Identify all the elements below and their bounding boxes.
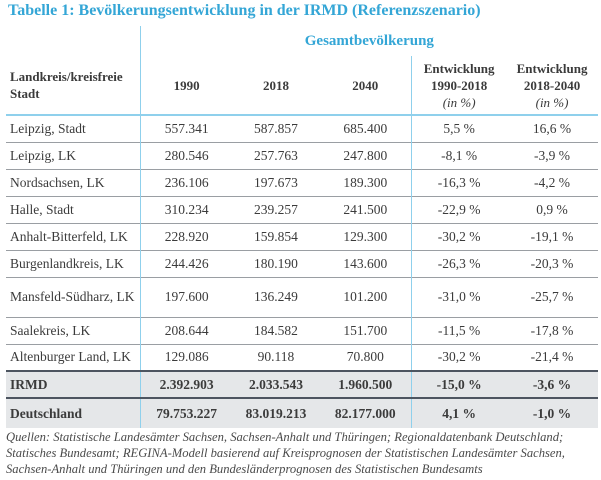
table-cell: 0,9 %	[536, 201, 568, 217]
table-cell: 129.300	[343, 228, 388, 244]
table-cell: 159.854	[254, 228, 298, 244]
table-row: Nordsachsen, LK 236.106 197.673 189.300 -16,…	[6, 169, 598, 196]
table-row: Leipzig, Stadt 557.341 587.857 685.400 5,5 %…	[6, 115, 598, 142]
table-row: Saalekreis, LK 208.644 184.582 151.700 -11,5…	[6, 317, 598, 344]
table-cell: -30,2 %	[411, 344, 507, 371]
row-label: Saalekreis, LK	[10, 322, 91, 338]
table-cell: -3,6 %	[532, 376, 572, 392]
sources-note: Quellen: Statistische Landesämter Sachse…	[6, 430, 565, 476]
table-row: Deutschland 79.753.227 83.019.213 82.177.00…	[6, 398, 598, 428]
table-cell: 16,6 %	[532, 120, 572, 136]
row-label: Anhalt-Bitterfeld, LK	[10, 228, 128, 244]
table-cell: 90.118	[257, 349, 295, 365]
table-cell: 5,5 %	[411, 115, 507, 142]
column-header: Entwicklung 1990-2018 (in %)	[411, 56, 507, 116]
table-cell: -11,5 %	[411, 317, 507, 344]
table-cell: 189.300	[343, 174, 388, 190]
table-cell: 2.392.903	[139, 371, 233, 398]
table-cell: 244.426	[139, 250, 233, 277]
group-header: Gesamtbevölkerung	[139, 26, 598, 56]
table-cell: -8,1 %	[411, 142, 507, 169]
table-cell: 136.249	[254, 289, 298, 304]
table-title: Tabelle 1: Bevölkerungsentwicklung in de…	[8, 2, 481, 19]
table-row: Leipzig, LK 280.546 257.763 247.800 -8,1 % -3…	[6, 142, 598, 169]
table-cell: 557.341	[139, 115, 233, 142]
table-row: Anhalt-Bitterfeld, LK 228.920 159.854 129.3…	[6, 223, 598, 250]
table-cell: -19,1 %	[530, 228, 574, 244]
row-label: Halle, Stadt	[10, 201, 74, 217]
table-cell: -30,2 %	[411, 223, 507, 250]
table-cell: -16,3 %	[411, 169, 507, 196]
table-cell: -21,4 %	[530, 349, 574, 365]
group-header-row: Gesamtbevölkerung	[6, 26, 598, 56]
column-header-unit: (in %)	[535, 94, 569, 110]
table-cell: 4,1 %	[411, 398, 507, 428]
row-label: Leipzig, Stadt	[10, 120, 86, 136]
table-row: IRMD 2.392.903 2.033.543 1.960.500 -15,0 % -3…	[6, 371, 598, 398]
table-cell: -4,2 %	[534, 174, 571, 190]
row-label: Nordsachsen, LK	[10, 174, 105, 190]
row-label: Altenburger Land, LK	[10, 349, 131, 365]
column-header-label: Entwicklung 1990-2018	[423, 60, 495, 93]
column-header: 2018	[232, 56, 320, 116]
column-header: Landkreis/kreisfreie Stadt	[6, 56, 141, 116]
row-label: Mansfeld-Südharz, LK	[10, 289, 135, 304]
table-cell: 82.177.000	[334, 405, 396, 421]
table-cell: 197.600	[139, 277, 233, 317]
table-row: Burgenlandkreis, LK 244.426 180.190 143.600…	[6, 250, 598, 277]
population-table: Gesamtbevölkerung Landkreis/kreisfreie S…	[6, 26, 598, 428]
table-cell: -1,0 %	[532, 405, 572, 421]
row-label: Deutschland	[10, 405, 83, 421]
table-cell: 685.400	[343, 120, 388, 136]
row-label: Burgenlandkreis, LK	[10, 255, 124, 271]
table-cell: 280.546	[139, 142, 233, 169]
table-cell: 197.673	[254, 174, 298, 190]
table-cell: 129.086	[139, 344, 233, 371]
table-cell: 143.600	[343, 255, 388, 271]
table-cell: -17,8 %	[530, 322, 574, 338]
column-header: Entwicklung 2018-2040 (in %)	[506, 56, 598, 116]
table-cell: 587.857	[254, 120, 298, 136]
row-label: Leipzig, LK	[10, 147, 76, 163]
column-header-row: Landkreis/kreisfreie Stadt 1990 2018 204…	[6, 56, 598, 116]
table-row: Altenburger Land, LK 129.086 90.118 70.800 -…	[6, 344, 598, 371]
table-cell: 208.644	[139, 317, 233, 344]
table-cell: 310.234	[139, 196, 233, 223]
table-cell: 70.800	[346, 349, 384, 365]
column-header: 1990	[139, 56, 233, 116]
table-cell: 228.920	[139, 223, 233, 250]
table-cell: 239.257	[254, 201, 298, 217]
table-cell: -31,0 %	[411, 277, 507, 317]
table-row: Mansfeld-Südharz, LK 197.600 136.249 101.20…	[6, 277, 598, 317]
table-cell: -26,3 %	[411, 250, 507, 277]
table-cell: 151.700	[343, 322, 388, 338]
table-cell: -25,7 %	[530, 289, 574, 304]
row-label: IRMD	[10, 376, 48, 392]
table-cell: 236.106	[139, 169, 233, 196]
table-cell: 184.582	[254, 322, 298, 338]
table-row: Halle, Stadt 310.234 239.257 241.500 -22,9 %…	[6, 196, 598, 223]
table-cell: 1.960.500	[338, 376, 393, 392]
column-header-unit: (in %)	[442, 94, 476, 110]
table-cell: 241.500	[343, 201, 388, 217]
table-cell: 247.800	[343, 147, 388, 163]
table-cell: 257.763	[254, 147, 298, 163]
table-cell: -3,9 %	[534, 147, 571, 163]
column-header: 2040	[319, 56, 412, 116]
table-cell: 79.753.227	[139, 398, 233, 428]
table-cell: 101.200	[343, 289, 388, 304]
table-cell: 83.019.213	[245, 405, 307, 421]
table-cell: -15,0 %	[411, 371, 507, 398]
table-cell: -20,3 %	[530, 255, 574, 271]
table-cell: 180.190	[254, 255, 298, 271]
column-header-label: Entwicklung 2018-2040	[516, 60, 588, 93]
table-cell: -22,9 %	[411, 196, 507, 223]
table-cell: 2.033.543	[248, 376, 303, 392]
